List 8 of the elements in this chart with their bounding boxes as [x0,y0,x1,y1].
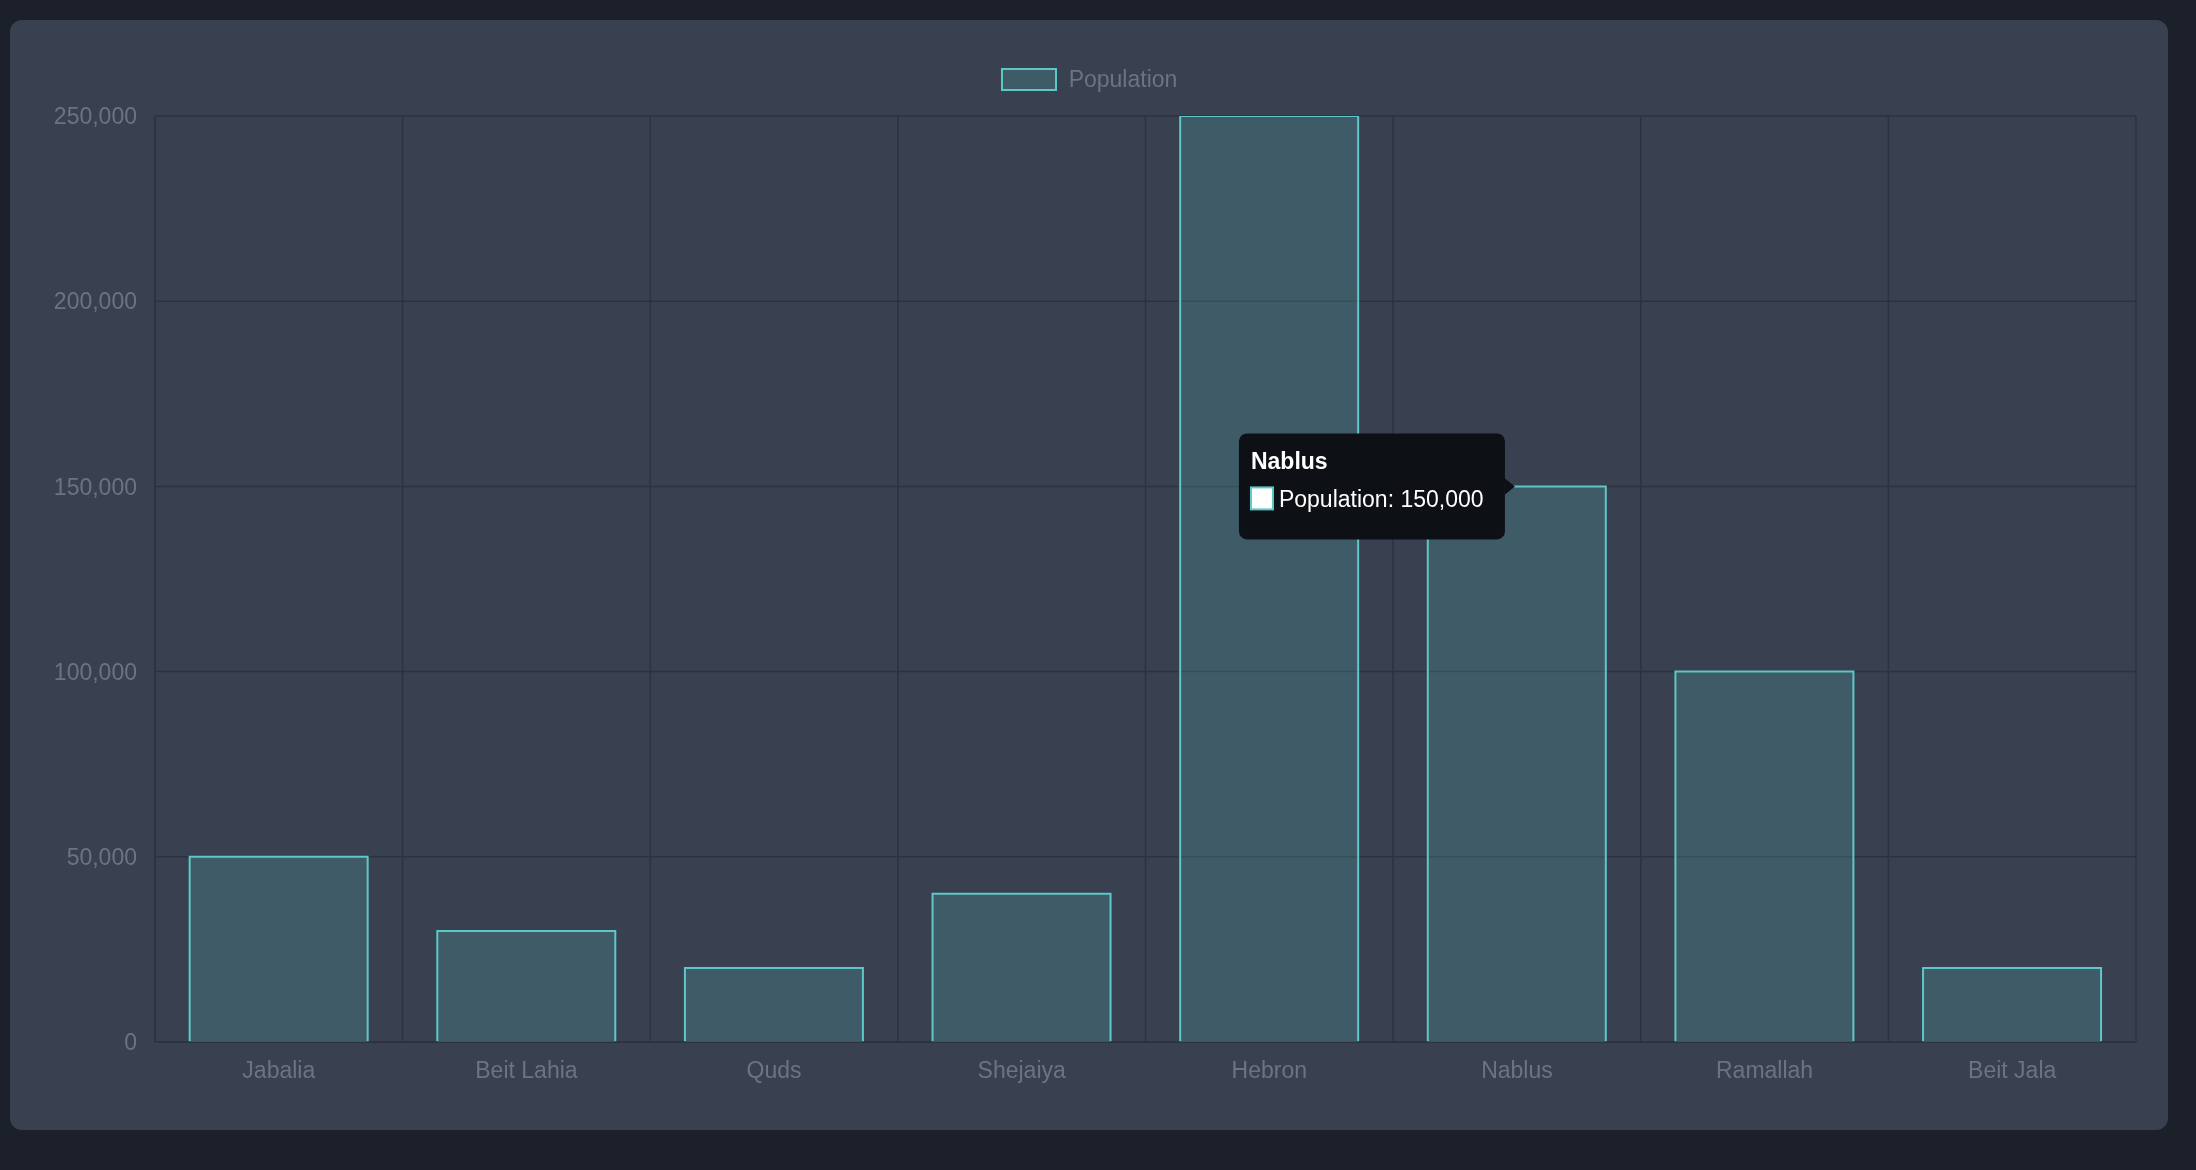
annotation: Nablus [1250,448,1328,475]
annotation: Population: 150,000 [1278,486,1484,513]
bar [1674,670,1855,1042]
bar [931,892,1112,1042]
bar [1922,966,2103,1042]
bar [683,966,864,1042]
bar [436,929,617,1042]
bar [188,855,369,1042]
